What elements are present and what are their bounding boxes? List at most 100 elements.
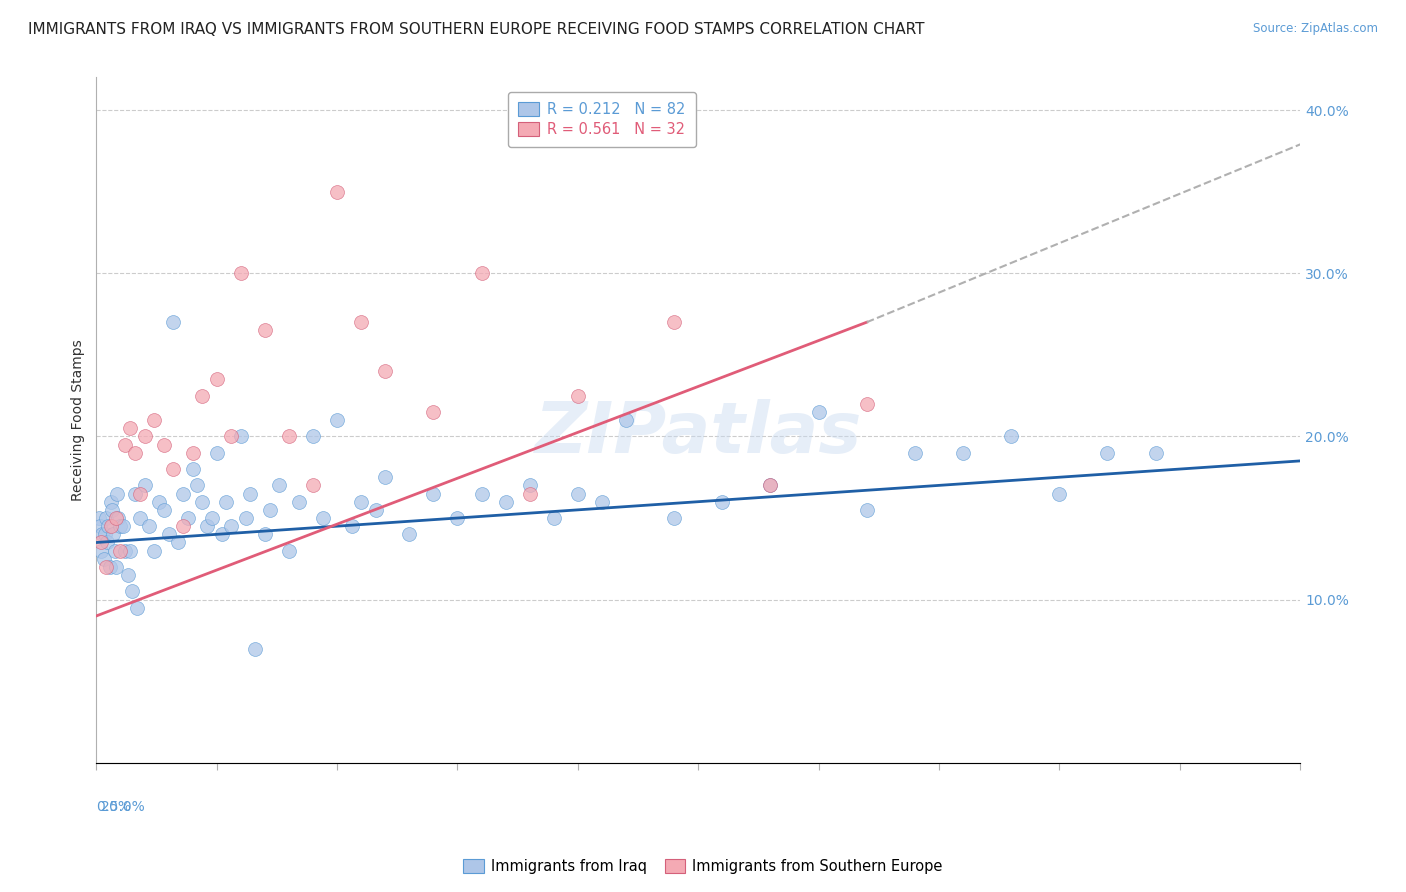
Legend: Immigrants from Iraq, Immigrants from Southern Europe: Immigrants from Iraq, Immigrants from So…: [457, 854, 949, 880]
Point: [614, 413, 637, 427]
Point: [110, 543, 132, 558]
Point: [103, 527, 125, 541]
Point: [364, 503, 387, 517]
Legend: R = 0.212   N = 82, R = 0.561   N = 32: R = 0.212 N = 82, R = 0.561 N = 32: [508, 92, 696, 147]
Point: [104, 543, 127, 558]
Point: [567, 486, 589, 500]
Point: [350, 494, 373, 508]
Point: [104, 511, 127, 525]
Text: ZIPatlas: ZIPatlas: [534, 400, 862, 468]
Point: [326, 185, 349, 199]
Point: [94, 527, 117, 541]
Point: [422, 486, 444, 500]
Point: [235, 511, 257, 525]
Point: [96, 535, 118, 549]
Point: [374, 364, 396, 378]
Point: [128, 486, 150, 500]
Point: [186, 478, 208, 492]
Point: [162, 315, 184, 329]
Point: [302, 478, 325, 492]
Point: [662, 315, 685, 329]
Point: [239, 486, 262, 500]
Point: [253, 323, 276, 337]
Point: [97, 519, 120, 533]
Point: [807, 405, 830, 419]
Point: [111, 519, 134, 533]
Point: [100, 519, 122, 533]
Point: [374, 470, 396, 484]
Point: [107, 511, 129, 525]
Point: [278, 429, 301, 443]
Point: [114, 543, 136, 558]
Point: [152, 437, 174, 451]
Point: [167, 535, 190, 549]
Point: [90, 543, 112, 558]
Text: Source: ZipAtlas.com: Source: ZipAtlas.com: [1253, 22, 1378, 36]
Point: [567, 389, 589, 403]
Point: [124, 486, 146, 500]
Point: [201, 511, 224, 525]
Point: [128, 511, 150, 525]
Point: [191, 494, 214, 508]
Point: [302, 429, 325, 443]
Text: 25.0%: 25.0%: [101, 800, 145, 814]
Point: [152, 503, 174, 517]
Point: [253, 527, 276, 541]
Point: [759, 478, 782, 492]
Point: [662, 511, 685, 525]
Point: [191, 389, 214, 403]
Point: [90, 535, 112, 549]
Point: [269, 478, 291, 492]
Point: [205, 372, 228, 386]
Point: [94, 560, 117, 574]
Point: [143, 543, 166, 558]
Point: [519, 486, 541, 500]
Point: [162, 462, 184, 476]
Text: IMMIGRANTS FROM IRAQ VS IMMIGRANTS FROM SOUTHERN EUROPE RECEIVING FOOD STAMPS CO: IMMIGRANTS FROM IRAQ VS IMMIGRANTS FROM …: [28, 22, 925, 37]
Point: [172, 519, 194, 533]
Text: 0.0%: 0.0%: [97, 800, 131, 814]
Point: [398, 527, 420, 541]
Point: [422, 405, 444, 419]
Point: [446, 511, 468, 525]
Point: [89, 519, 111, 533]
Point: [1047, 486, 1070, 500]
Point: [110, 519, 132, 533]
Point: [759, 478, 782, 492]
Point: [287, 494, 309, 508]
Point: [138, 519, 160, 533]
Point: [1000, 429, 1022, 443]
Point: [205, 446, 228, 460]
Point: [114, 437, 136, 451]
Point: [94, 511, 117, 525]
Point: [215, 494, 238, 508]
Point: [855, 503, 877, 517]
Point: [219, 519, 242, 533]
Point: [229, 266, 252, 280]
Point: [311, 511, 333, 525]
Point: [121, 584, 143, 599]
Point: [157, 527, 180, 541]
Point: [495, 494, 517, 508]
Point: [120, 543, 142, 558]
Point: [181, 446, 204, 460]
Point: [350, 315, 373, 329]
Point: [120, 421, 142, 435]
Point: [100, 494, 122, 508]
Point: [245, 641, 267, 656]
Point: [104, 560, 127, 574]
Point: [177, 511, 200, 525]
Point: [1144, 446, 1167, 460]
Point: [952, 446, 974, 460]
Point: [855, 397, 877, 411]
Point: [98, 560, 121, 574]
Point: [543, 511, 565, 525]
Point: [134, 478, 156, 492]
Point: [229, 429, 252, 443]
Point: [134, 429, 156, 443]
Point: [219, 429, 242, 443]
Point: [278, 543, 301, 558]
Point: [148, 494, 170, 508]
Point: [105, 486, 128, 500]
Point: [93, 551, 115, 566]
